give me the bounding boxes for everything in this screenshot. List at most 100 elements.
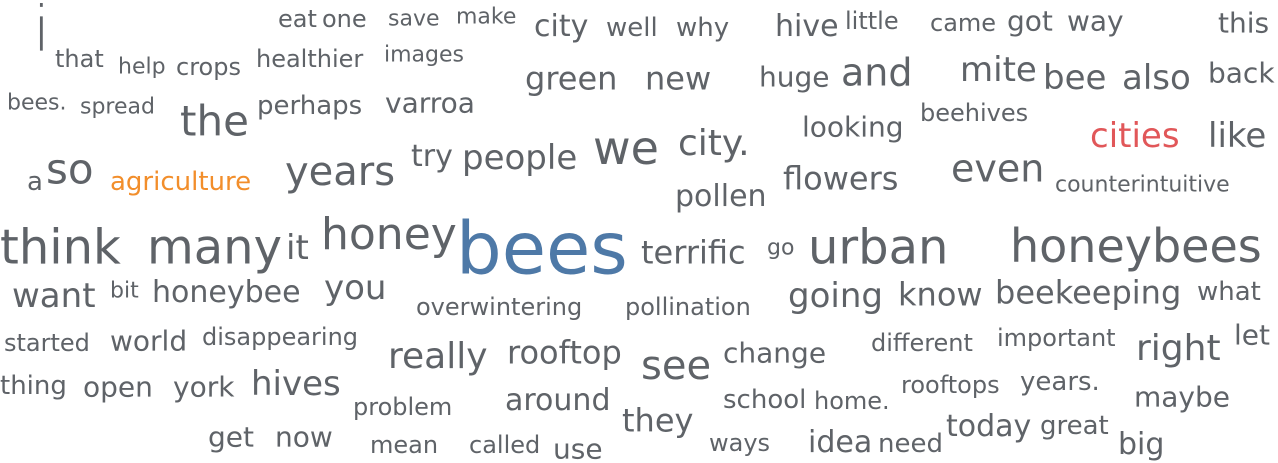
word-thing: thing <box>0 371 67 402</box>
word-also: also <box>1122 57 1191 98</box>
word-bees: bees. <box>7 90 67 116</box>
word-ways: ways <box>709 428 771 457</box>
word-that: that <box>55 44 104 73</box>
word-world: world <box>110 324 188 358</box>
word-bees: bees <box>456 206 628 291</box>
word-they: they <box>622 401 694 440</box>
word-disappearing: disappearing <box>202 322 359 351</box>
word-we: we <box>593 121 659 176</box>
word-overwintering: overwintering <box>416 292 583 321</box>
word-help: help <box>118 54 166 80</box>
word-huge: huge <box>759 60 830 94</box>
word-way: way <box>1067 4 1124 38</box>
word-bit: bit <box>110 278 139 304</box>
word-it: it <box>286 227 309 268</box>
word-make: make <box>456 4 517 30</box>
word-a: a <box>27 167 43 198</box>
word-pollen: pollen <box>675 179 767 214</box>
word-spread: spread <box>80 94 155 120</box>
word-eat: eat <box>278 4 317 33</box>
word-today: today <box>946 409 1032 444</box>
word-this: this <box>1218 6 1270 40</box>
word-open: open <box>83 370 153 404</box>
word-now: now <box>275 420 333 454</box>
word-school: school <box>723 385 807 416</box>
word-called: called <box>469 430 541 459</box>
word-york: york <box>173 370 235 404</box>
word-you: you <box>324 267 387 308</box>
word-really: really <box>388 336 488 378</box>
word-big: big <box>1118 427 1165 462</box>
word-save: save <box>388 6 440 32</box>
word-hives: hives <box>251 363 341 404</box>
word-years: years. <box>1020 367 1100 398</box>
word-rooftops: rooftops <box>901 370 1000 399</box>
word-varroa: varroa <box>385 86 475 120</box>
word-going: going <box>788 275 883 316</box>
word-got: got <box>1007 4 1053 38</box>
word-change: change <box>723 336 827 370</box>
word-even: even <box>951 146 1045 191</box>
word-different: different <box>871 328 973 357</box>
word-years: years <box>285 149 396 195</box>
word-use: use <box>553 432 603 463</box>
word-little: little <box>845 6 899 35</box>
word-so: so <box>46 144 94 194</box>
word-around: around <box>505 383 611 418</box>
word-started: started <box>4 328 90 357</box>
word-honeybees: honeybees <box>1010 219 1262 274</box>
word-problem: problem <box>353 392 453 421</box>
word-urban: urban <box>808 219 949 276</box>
word-came: came <box>930 8 997 37</box>
word-idea: idea <box>808 425 873 460</box>
word-bee: bee <box>1043 57 1107 98</box>
word-and: and <box>841 50 913 95</box>
word-pollination: pollination <box>625 292 751 321</box>
word-city: city <box>534 9 589 44</box>
word-people: people <box>462 137 578 178</box>
word-i: i <box>33 0 51 66</box>
word-like: like <box>1208 115 1267 156</box>
word-need: need <box>878 429 943 460</box>
word-healthier: healthier <box>256 44 364 73</box>
word-important: important <box>997 323 1116 352</box>
word-images: images <box>384 42 464 68</box>
word-see: see <box>641 343 712 389</box>
word-new: new <box>645 59 712 98</box>
word-rooftop: rooftop <box>507 333 622 372</box>
word-hive: hive <box>775 9 839 44</box>
word-why: why <box>676 13 730 44</box>
word-agriculture: agriculture <box>110 167 252 198</box>
word-let: let <box>1234 318 1270 352</box>
word-counterintuitive: counterintuitive <box>1055 172 1230 198</box>
word-city: city. <box>678 123 750 165</box>
word-back: back <box>1208 56 1275 90</box>
word-beehives: beehives <box>920 98 1029 127</box>
word-know: know <box>898 275 983 314</box>
word-go: go <box>767 235 795 261</box>
word-try: try <box>411 139 453 174</box>
word-many: many <box>147 219 282 276</box>
word-mean: mean <box>370 430 439 459</box>
word-green: green <box>525 59 618 98</box>
word-cities: cities <box>1090 115 1180 156</box>
word-mite: mite <box>960 49 1037 90</box>
word-perhaps: perhaps <box>257 91 363 122</box>
word-crops: crops <box>176 52 241 81</box>
word-home: home. <box>814 386 890 415</box>
word-want: want <box>12 275 96 316</box>
word-terrific: terrific <box>641 233 746 272</box>
word-honeybee: honeybee <box>152 275 301 310</box>
word-the: the <box>180 96 249 146</box>
word-honey: honey <box>321 208 457 260</box>
word-what: what <box>1197 277 1261 308</box>
word-flowers: flowers <box>783 159 899 198</box>
word-think: think <box>0 219 121 276</box>
word-right: right <box>1136 328 1221 370</box>
word-looking: looking <box>802 110 904 144</box>
word-beekeeping: beekeeping <box>995 273 1182 312</box>
word-well: well <box>606 13 658 44</box>
word-maybe: maybe <box>1134 380 1231 414</box>
word-one: one <box>322 4 367 33</box>
